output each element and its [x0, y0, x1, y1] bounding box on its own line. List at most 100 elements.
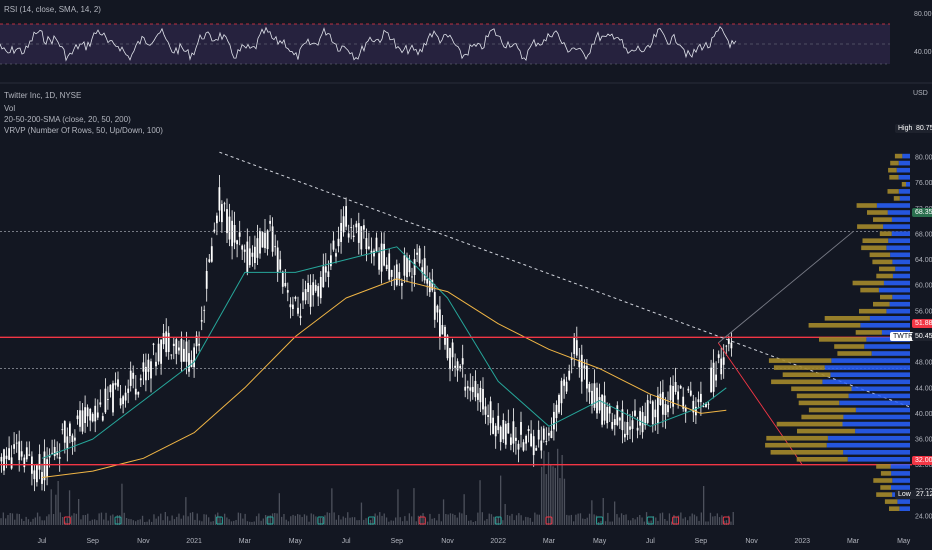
- candle-body: [667, 405, 669, 413]
- candle-body: [352, 235, 355, 237]
- volume-profile-down: [889, 506, 900, 511]
- volume-bar: [57, 481, 59, 525]
- volume-bar: [383, 513, 385, 525]
- volume-bar: [287, 521, 290, 525]
- volume-bar: [372, 517, 374, 525]
- volume-bar: [477, 512, 479, 525]
- volume-bar: [52, 514, 55, 525]
- candle-body: [129, 370, 132, 386]
- volume-bar: [648, 521, 650, 525]
- candle-body: [297, 307, 299, 314]
- volume-profile-up: [886, 245, 910, 251]
- candle-body: [243, 249, 246, 252]
- volume-bar: [659, 513, 661, 525]
- volume-profile-up: [826, 442, 910, 448]
- candle-body: [373, 250, 375, 257]
- volume-bar: [39, 516, 41, 525]
- volume-bar: [324, 515, 326, 525]
- volume-bar: [554, 467, 556, 525]
- volume-profile-down: [880, 471, 892, 476]
- volume-profile-down: [796, 393, 849, 399]
- event-marker: [418, 516, 426, 525]
- volume-bar: [75, 513, 77, 525]
- volume-bar: [267, 515, 269, 525]
- candle-body: [20, 451, 23, 457]
- volume-bar: [484, 520, 486, 525]
- candle-body: [482, 389, 484, 410]
- candle-body: [593, 383, 596, 408]
- volume-bar: [335, 519, 337, 525]
- volume-bar: [671, 521, 673, 525]
- candle-body: [515, 437, 517, 441]
- volume-bar: [91, 519, 93, 525]
- volume-bar: [157, 516, 160, 525]
- candle-body: [142, 362, 145, 372]
- candle-body: [259, 231, 261, 254]
- volume-bar: [427, 521, 429, 525]
- volume-bar: [203, 514, 205, 525]
- rsi-legend[interactable]: RSI (14, close, SMA, 14, 2): [4, 5, 101, 14]
- volume-legend[interactable]: Vol: [4, 104, 16, 113]
- candle-body: [398, 272, 401, 279]
- volume-bar: [415, 521, 417, 525]
- candle-body: [477, 393, 479, 400]
- symbol-title[interactable]: Twitter Inc, 1D, NYSE: [4, 91, 82, 100]
- volume-bar: [522, 520, 525, 525]
- volume-bar: [331, 488, 333, 525]
- candle-body: [580, 354, 583, 382]
- volume-bar: [454, 515, 456, 525]
- candle-body: [380, 243, 383, 272]
- candle-body: [276, 247, 279, 273]
- volume-bar: [500, 475, 502, 525]
- volume-bar: [566, 514, 568, 525]
- candle-body: [170, 354, 173, 356]
- volume-bar: [144, 522, 146, 525]
- candle-body: [183, 348, 185, 362]
- volume-bar: [547, 452, 550, 525]
- volume-bar: [178, 513, 180, 525]
- candle-body: [139, 378, 142, 381]
- candle-body: [218, 187, 221, 211]
- volume-bar: [299, 514, 301, 525]
- volume-bar: [237, 512, 239, 525]
- candle-body: [416, 252, 418, 255]
- candle-body: [408, 259, 411, 273]
- candle-body: [122, 396, 124, 405]
- candle-body: [553, 411, 555, 430]
- candle-body: [378, 253, 380, 270]
- volume-bar: [180, 518, 182, 525]
- volume-bar: [162, 520, 164, 525]
- candle-body: [322, 266, 325, 288]
- candle-body: [601, 394, 603, 425]
- volume-bar: [36, 512, 39, 525]
- volume-profile-down: [857, 224, 884, 229]
- volume-bar: [579, 513, 582, 525]
- volume-profile-down: [867, 210, 888, 215]
- volume-bar: [721, 515, 723, 525]
- vrvp-legend[interactable]: VRVP (Number Of Rows, 50, Up/Down, 100): [4, 126, 163, 135]
- candle-body: [279, 259, 282, 270]
- volume-profile-down: [808, 323, 861, 328]
- candle-body: [727, 338, 730, 344]
- volume-bar: [151, 521, 153, 525]
- candle-body: [284, 283, 287, 287]
- volume-profile-down: [824, 316, 870, 321]
- candle-body: [603, 395, 606, 421]
- sma-legend[interactable]: 20-50-200-SMA (close, 20, 50, 200): [4, 115, 131, 124]
- volume-bar: [251, 522, 253, 525]
- volume-bar: [502, 520, 504, 525]
- volume-profile-up: [878, 287, 910, 293]
- x-axis-tick: Jul: [38, 538, 47, 545]
- volume-bar: [171, 515, 173, 525]
- volume-bar: [78, 499, 80, 525]
- y-axis-tick: 36.00: [915, 437, 932, 444]
- volume-profile-up: [891, 231, 910, 236]
- candle-body: [175, 339, 178, 354]
- candle-body: [208, 259, 211, 262]
- volume-bar: [518, 513, 520, 525]
- candle-body: [281, 271, 284, 287]
- volume-bar: [586, 517, 588, 525]
- candle-body: [112, 383, 114, 413]
- volume-bar: [490, 514, 493, 525]
